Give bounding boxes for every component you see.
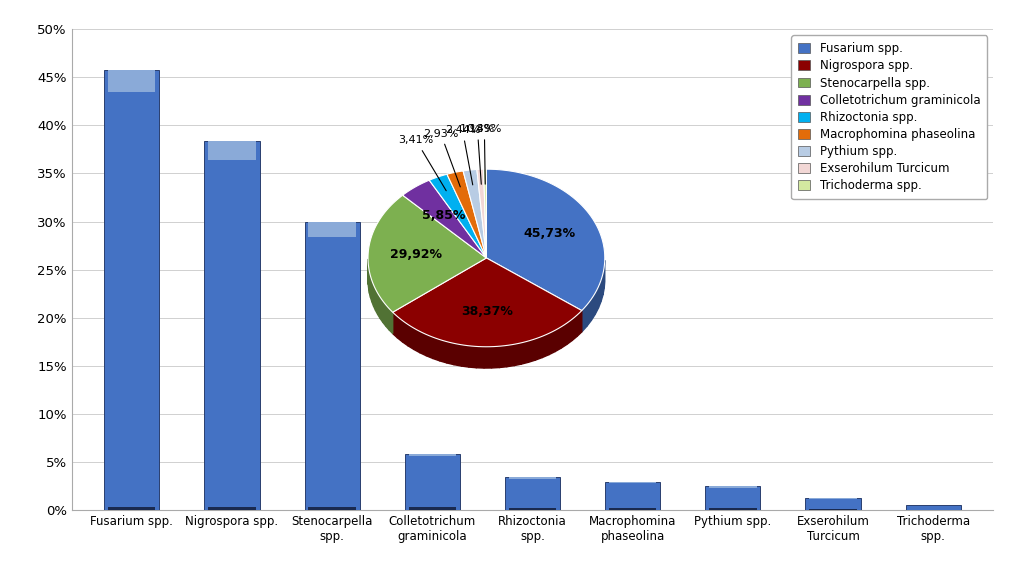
Bar — [409, 507, 456, 510]
Polygon shape — [378, 293, 380, 319]
Bar — [308, 222, 355, 237]
Bar — [509, 508, 556, 510]
Text: 5,85%: 5,85% — [422, 209, 465, 222]
Polygon shape — [380, 297, 383, 322]
Bar — [109, 507, 156, 510]
Polygon shape — [409, 325, 414, 349]
Bar — [409, 454, 456, 456]
Polygon shape — [433, 338, 440, 361]
Bar — [304, 222, 359, 510]
Polygon shape — [572, 315, 578, 340]
Polygon shape — [486, 169, 605, 311]
Polygon shape — [389, 309, 392, 333]
Bar — [710, 509, 757, 510]
Text: 38,37%: 38,37% — [461, 305, 513, 318]
Polygon shape — [528, 339, 536, 362]
Polygon shape — [368, 195, 486, 312]
Text: 1,18%: 1,18% — [460, 124, 495, 184]
Polygon shape — [578, 311, 582, 336]
Polygon shape — [601, 274, 603, 302]
Polygon shape — [499, 346, 507, 367]
Polygon shape — [392, 258, 582, 347]
Polygon shape — [536, 336, 542, 360]
Polygon shape — [371, 277, 372, 302]
Polygon shape — [484, 347, 492, 368]
Polygon shape — [402, 321, 409, 346]
Bar — [706, 486, 761, 510]
Polygon shape — [370, 272, 371, 298]
Polygon shape — [507, 345, 514, 367]
Bar — [109, 70, 156, 93]
Bar — [404, 454, 460, 510]
Polygon shape — [420, 332, 427, 356]
Bar — [609, 482, 656, 483]
Polygon shape — [447, 342, 455, 364]
Polygon shape — [469, 346, 476, 368]
Polygon shape — [555, 327, 561, 352]
Bar — [905, 505, 961, 510]
Bar — [205, 141, 259, 510]
Polygon shape — [603, 267, 604, 295]
Polygon shape — [376, 289, 378, 315]
Polygon shape — [514, 343, 521, 366]
Polygon shape — [397, 316, 402, 342]
Polygon shape — [463, 169, 486, 258]
Polygon shape — [455, 343, 462, 366]
Polygon shape — [521, 341, 528, 364]
Legend: Fusarium spp., Nigrospora spp., Stenocarpella spp., Colletotrichum graminicola, : Fusarium spp., Nigrospora spp., Stenocar… — [792, 35, 987, 199]
Polygon shape — [549, 331, 555, 355]
Polygon shape — [582, 305, 587, 332]
Polygon shape — [392, 312, 397, 338]
Polygon shape — [477, 169, 486, 258]
Polygon shape — [440, 340, 447, 363]
Polygon shape — [598, 280, 601, 308]
Polygon shape — [402, 180, 486, 258]
Bar — [505, 477, 560, 510]
Polygon shape — [374, 285, 376, 311]
Polygon shape — [429, 174, 486, 258]
Bar — [104, 70, 160, 510]
Polygon shape — [414, 328, 420, 353]
Bar — [208, 141, 256, 159]
Bar — [806, 499, 860, 510]
Polygon shape — [427, 335, 433, 359]
Polygon shape — [591, 293, 595, 321]
Polygon shape — [386, 305, 389, 330]
Bar — [609, 508, 656, 510]
Text: 2,93%: 2,93% — [423, 129, 461, 187]
Bar — [509, 477, 556, 479]
Polygon shape — [372, 281, 374, 306]
Polygon shape — [587, 299, 591, 326]
Polygon shape — [561, 323, 566, 348]
Bar — [208, 507, 256, 510]
Bar — [605, 482, 660, 510]
Polygon shape — [483, 169, 486, 258]
Polygon shape — [542, 333, 549, 357]
Text: 3,41%: 3,41% — [398, 135, 446, 191]
Polygon shape — [492, 346, 499, 368]
Polygon shape — [447, 171, 486, 258]
Polygon shape — [595, 287, 598, 314]
Bar — [710, 486, 757, 488]
Polygon shape — [462, 345, 469, 367]
Text: 29,92%: 29,92% — [389, 248, 441, 261]
Text: 2,44%: 2,44% — [444, 125, 480, 185]
Text: 0,49%: 0,49% — [467, 124, 502, 184]
Bar — [809, 509, 857, 510]
Polygon shape — [566, 319, 572, 345]
Bar — [308, 507, 355, 510]
Polygon shape — [383, 301, 386, 326]
Polygon shape — [476, 346, 484, 368]
Text: 45,73%: 45,73% — [523, 227, 575, 240]
